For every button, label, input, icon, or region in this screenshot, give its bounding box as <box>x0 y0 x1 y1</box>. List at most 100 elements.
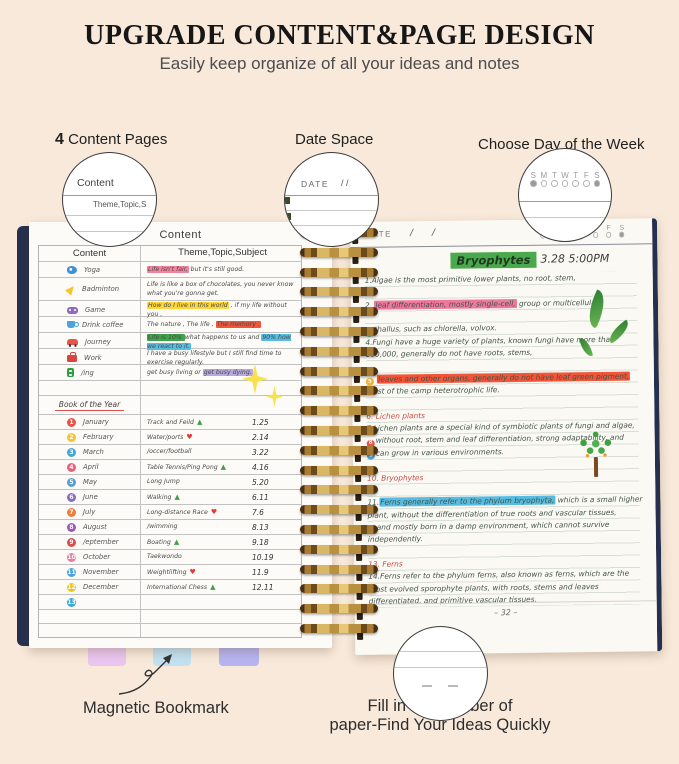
day-column: T <box>549 171 560 187</box>
month-cell: 6 June <box>39 490 141 504</box>
date-cell: 3.22 <box>252 447 269 457</box>
month-name: February <box>83 433 114 441</box>
row-label-cell: Game <box>39 301 141 320</box>
quote-cell: I have a busy lifestyle but I still find… <box>141 349 301 368</box>
day-dot <box>551 180 558 187</box>
month-row: 11 November Weightlifting ♥ 11.9 <box>39 564 301 579</box>
text-segment: group or multicellular <box>516 297 599 308</box>
ruled-line <box>63 231 156 232</box>
month-badge: 4 <box>67 462 76 472</box>
note-title-highlighted: Bryophytes <box>450 251 537 269</box>
label-date-space: Date Space <box>295 131 374 148</box>
badminton-icon <box>65 282 77 296</box>
binding-holes <box>350 218 652 640</box>
callout-date-label: DATE <box>301 179 330 189</box>
table-row: Drink coffee The nature , The life , The … <box>39 316 301 332</box>
month-name: October <box>83 553 111 561</box>
content-pages-count: 4 <box>55 131 64 148</box>
month-name: July <box>83 508 96 516</box>
tree-decoration <box>575 430 618 478</box>
theme-text: Water/ports <box>147 433 184 441</box>
heart-icon: ♥ <box>186 432 193 441</box>
quote-cell: Life is like a box of chocolates, you ne… <box>141 280 301 299</box>
day-dot <box>593 180 601 187</box>
row-label: Drink coffee <box>82 320 124 329</box>
month-cell: 10 October <box>39 550 141 564</box>
note-timestamp: 3.28 5:00PM <box>540 251 610 266</box>
callout-content-snippet: Theme,Topic,S <box>93 200 147 209</box>
date-cell: 4.16 <box>252 462 269 472</box>
ruled-line <box>285 225 378 226</box>
page-number-blank-dash <box>422 685 432 687</box>
day-column: F <box>581 171 592 187</box>
theme-text: Long-distance Race <box>147 508 208 516</box>
table-row: Badminton Life is like a box of chocolate… <box>39 277 301 300</box>
spiral-ring <box>300 604 378 614</box>
table-row: Journey Life is 10% what happens to us an… <box>39 332 301 352</box>
spiral-ring <box>300 525 378 534</box>
month-cell: 5 May <box>39 475 141 489</box>
theme-text: Track and Feild <box>147 418 194 426</box>
car-icon <box>67 339 78 347</box>
text-segment: but it's still good. <box>188 265 245 273</box>
day-letter: T <box>552 171 557 180</box>
spiral-ring <box>300 505 378 515</box>
date-cell: 5.20 <box>252 477 269 487</box>
ruled-line <box>394 651 487 652</box>
spiral-ring <box>300 544 378 554</box>
row-label: Work <box>84 354 102 363</box>
month-cell: 13 <box>39 595 141 609</box>
date-cell: 2.14 <box>252 432 269 442</box>
quote-cell: How do I live in this world , if my life… <box>141 301 301 320</box>
highlighted-text: Life is 10% <box>147 334 185 341</box>
table-header-row: Content Theme,Topic,Subject <box>39 246 301 261</box>
date-cell: 8.13 <box>252 522 269 532</box>
notebook-cover-spine <box>17 226 31 646</box>
spiral-ring <box>300 307 378 317</box>
work-icon <box>67 351 77 362</box>
theme-cell: Boating ▲ <box>141 537 248 548</box>
theme-cell: Weightlifting ♥ <box>141 567 248 578</box>
day-dot <box>540 180 548 187</box>
month-cell: 12 December <box>39 580 141 594</box>
tree-foliage <box>576 430 615 460</box>
spiral-ring <box>300 485 378 495</box>
month-name: June <box>83 493 98 501</box>
ruled-line <box>519 201 611 202</box>
month-name: April <box>83 463 99 471</box>
heart-icon: ♥ <box>189 567 196 576</box>
theme-cell: Long-distance Race ♥ <box>141 507 248 518</box>
day-dot <box>572 180 579 187</box>
label-content-pages: 4 Content Pages <box>55 131 167 149</box>
theme-text: Table Tennis/Ping Pong <box>147 463 218 471</box>
theme-cell: Walking ▲ <box>141 492 248 503</box>
date-cell: 12.11 <box>252 582 274 592</box>
spiral-ring <box>300 386 378 396</box>
text-segment: I have a busy lifestyle but I still find… <box>147 350 282 367</box>
section-row: Book of the Year <box>39 395 301 414</box>
day-dot <box>619 231 625 238</box>
row-label: Journey <box>85 338 111 347</box>
coffee-icon <box>67 321 79 328</box>
text-segment: most evolved sporophyte plants, with roo… <box>368 581 599 594</box>
row-label-cell: Badminton <box>39 278 141 300</box>
theme-text: Weightlifting <box>147 568 187 576</box>
row-label-cell: Drink coffee <box>39 317 141 332</box>
theme-text: Walking <box>147 493 172 501</box>
day-column: S <box>615 225 628 238</box>
theme-cell: /occer/football <box>141 447 248 456</box>
section-title-cell: Book of the Year <box>39 396 141 414</box>
spiral-binding <box>300 228 378 648</box>
table-row: Game How do I live in this world , if my … <box>39 300 301 320</box>
row-label: Badminton <box>82 285 120 293</box>
content-table: Content Theme,Topic,Subject Yoga Life isn't… <box>38 245 302 638</box>
month-cell: 8 August <box>39 520 141 534</box>
note-title-row: Bryophytes 3.28 5:00PM <box>350 248 652 272</box>
day-letter: W <box>561 171 569 180</box>
month-row: 13 <box>39 594 301 609</box>
date-cell: 7.6 <box>252 507 264 517</box>
text-segment: most of the camp heterotrophic life. <box>366 385 500 396</box>
